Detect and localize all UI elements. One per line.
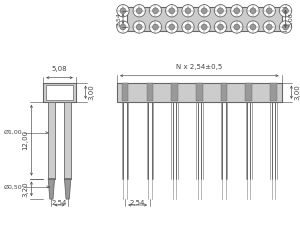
Circle shape xyxy=(166,5,178,17)
Circle shape xyxy=(263,21,275,33)
Circle shape xyxy=(250,8,256,14)
Bar xyxy=(196,83,203,101)
Text: 2,54: 2,54 xyxy=(116,12,121,26)
Circle shape xyxy=(234,8,240,14)
Circle shape xyxy=(247,21,259,33)
Bar xyxy=(122,83,128,101)
Circle shape xyxy=(198,5,210,17)
Text: Ø0,50: Ø0,50 xyxy=(4,184,22,189)
Circle shape xyxy=(120,8,126,14)
Circle shape xyxy=(279,5,292,17)
Circle shape xyxy=(250,24,256,30)
Circle shape xyxy=(266,24,272,30)
Circle shape xyxy=(117,5,129,17)
Bar xyxy=(117,83,281,102)
Circle shape xyxy=(149,5,162,17)
Bar xyxy=(127,7,281,31)
Bar xyxy=(147,83,153,101)
Text: 2,54: 2,54 xyxy=(52,200,67,206)
Bar xyxy=(48,102,55,179)
Text: N x 2,54±0,5: N x 2,54±0,5 xyxy=(176,64,222,70)
Bar xyxy=(221,83,227,101)
Circle shape xyxy=(283,24,288,30)
Bar xyxy=(171,83,178,101)
Polygon shape xyxy=(64,179,71,199)
Circle shape xyxy=(283,8,288,14)
Text: 3,00: 3,00 xyxy=(294,84,300,100)
Circle shape xyxy=(234,24,240,30)
Circle shape xyxy=(198,21,210,33)
Circle shape xyxy=(182,21,194,33)
Circle shape xyxy=(152,24,158,30)
Text: 2,54: 2,54 xyxy=(130,200,145,206)
Circle shape xyxy=(266,8,272,14)
Circle shape xyxy=(231,5,243,17)
Circle shape xyxy=(214,5,227,17)
Text: 3,00: 3,00 xyxy=(88,84,94,100)
Circle shape xyxy=(133,5,146,17)
Bar xyxy=(245,83,252,101)
Bar xyxy=(46,85,73,100)
Circle shape xyxy=(201,24,207,30)
Text: 5,08: 5,08 xyxy=(288,12,293,26)
Text: Ø1,00: Ø1,00 xyxy=(4,130,22,135)
Circle shape xyxy=(263,5,275,17)
Circle shape xyxy=(247,5,259,17)
Circle shape xyxy=(166,21,178,33)
Circle shape xyxy=(185,24,191,30)
Polygon shape xyxy=(48,179,55,199)
Circle shape xyxy=(185,8,191,14)
Text: 5,08: 5,08 xyxy=(52,66,67,72)
Circle shape xyxy=(201,8,207,14)
Text: 3,20: 3,20 xyxy=(22,181,28,197)
Text: 12,00: 12,00 xyxy=(22,130,28,150)
Circle shape xyxy=(169,24,175,30)
Circle shape xyxy=(152,8,158,14)
Circle shape xyxy=(231,21,243,33)
Circle shape xyxy=(218,24,224,30)
Circle shape xyxy=(214,21,227,33)
Bar xyxy=(270,83,277,101)
Circle shape xyxy=(218,8,224,14)
Circle shape xyxy=(117,21,129,33)
Circle shape xyxy=(136,8,142,14)
Circle shape xyxy=(133,21,146,33)
Circle shape xyxy=(120,24,126,30)
Circle shape xyxy=(182,5,194,17)
Bar xyxy=(64,102,71,179)
Circle shape xyxy=(136,24,142,30)
Circle shape xyxy=(169,8,175,14)
Circle shape xyxy=(279,21,292,33)
Bar xyxy=(43,83,76,102)
Circle shape xyxy=(149,21,162,33)
